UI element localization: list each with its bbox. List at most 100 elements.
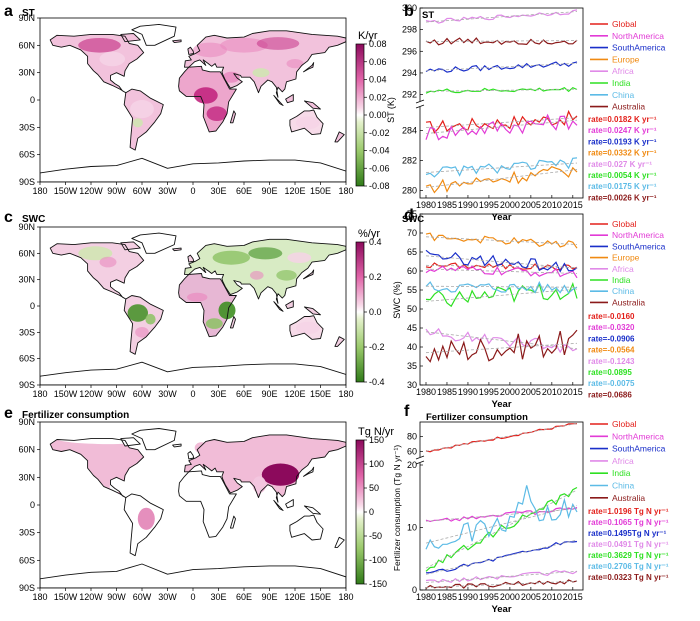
map-patch xyxy=(218,301,236,320)
coastline-nz xyxy=(334,536,345,548)
map-patch xyxy=(212,250,250,265)
map-lon-label: 30W xyxy=(158,592,177,602)
rate-label-Europe: rate=-0.0564 xyxy=(588,346,635,355)
map-patch xyxy=(99,51,126,67)
coastline-newguinea xyxy=(303,306,321,316)
trend-line-Australia xyxy=(425,580,578,588)
x-tick-label: 2000 xyxy=(500,592,520,602)
map-lon-label: 180 xyxy=(32,592,47,602)
map-patch xyxy=(187,292,208,302)
trend-line-Africa xyxy=(425,570,578,583)
map-lon-label: 90E xyxy=(261,592,277,602)
y-tick-label: 80 xyxy=(407,432,417,442)
trend-line-Australia xyxy=(425,342,578,354)
legend-label-Australia: Australia xyxy=(612,102,645,112)
map-lon-label: 150E xyxy=(310,592,331,602)
land-fill-newguinea xyxy=(304,505,321,515)
x-tick-label: 2010 xyxy=(542,592,562,602)
legend-label-SouthAmerica: SouthAmerica xyxy=(612,43,666,53)
map-lon-label: 60E xyxy=(236,592,252,602)
x-tick-label: 1990 xyxy=(458,200,478,210)
trend-line-Europe xyxy=(425,169,578,188)
land-fill-africa xyxy=(178,273,237,337)
trend-line-Europe xyxy=(425,236,578,245)
trend-line-India xyxy=(425,88,578,92)
coastline-uk xyxy=(187,451,195,460)
coastline-nz xyxy=(334,336,345,347)
colorbar-tick-label: 150 xyxy=(369,435,384,445)
map-fertilizer: 180 150W 120W 90W 60W 30W 0 30E 60E 90E 120E 150E 18… xyxy=(18,417,353,602)
map-lon-label: 120W xyxy=(79,389,103,399)
legend-label-NorthAmerica: NorthAmerica xyxy=(612,431,664,441)
colorbar-fertilizer: 150 100 50 0 -50 -100 -150 Tg N/yr xyxy=(355,426,394,589)
rate-label-SouthAmerica: rate=-0.0906 xyxy=(588,334,635,343)
series-line-India xyxy=(425,282,578,308)
coastline-borneo xyxy=(285,300,294,310)
map-patch xyxy=(127,304,148,322)
rate-label-Global: rate=-0.0160 xyxy=(588,312,635,321)
colorbar-scale xyxy=(355,241,365,383)
colorbar-tick-label: -0.06 xyxy=(369,163,390,173)
land-fill-greenland xyxy=(131,233,176,254)
x-tick-label: 1990 xyxy=(458,387,478,397)
colorbar-tick-label: 50 xyxy=(369,483,379,493)
map-lat-label: 60S xyxy=(19,354,35,364)
y-tick-label: 65 xyxy=(407,247,417,257)
coastline-iceland xyxy=(172,443,182,448)
colorbar-tick-label: -0.02 xyxy=(369,128,390,138)
y-tick-label: 292 xyxy=(402,90,417,100)
series-line-Australia xyxy=(425,329,578,363)
legend-label-NorthAmerica: NorthAmerica xyxy=(612,230,664,240)
map-lon-label: 180 xyxy=(338,389,353,399)
x-tick-label: 2015 xyxy=(563,387,583,397)
map-patch xyxy=(78,246,113,261)
trend-line-SouthAmerica xyxy=(425,255,578,269)
x-tick-label: 1985 xyxy=(437,200,457,210)
rate-label-SouthAmerica: rate=0.0193 K yr⁻¹ xyxy=(588,137,657,146)
map-lon-label: 180 xyxy=(32,186,47,196)
rate-label-NorthAmerica: rate=0.0247 K yr⁻¹ xyxy=(588,126,657,135)
colorbar-tick-label: -0.08 xyxy=(369,181,390,191)
map-lon-label: 60W xyxy=(133,389,152,399)
x-tick-label: 1980 xyxy=(416,200,436,210)
map-lat-label: 90S xyxy=(19,583,35,593)
series-line-Africa xyxy=(425,9,578,24)
panel-letter-f: f xyxy=(404,403,410,420)
land-fill-uk xyxy=(187,255,194,263)
map-lon-label: 180 xyxy=(338,592,353,602)
chart-fertilizer-timeseries: 60 80 0 10 20 1980 1985 1990 1995 2000 2005 2010 201… xyxy=(392,412,669,615)
map-lon-label: 30E xyxy=(210,186,226,196)
x-tick-label: 2010 xyxy=(542,387,562,397)
map-e-title: Fertilizer consumption xyxy=(22,410,129,421)
map-lon-label: 60E xyxy=(236,186,252,196)
land-fill-nz xyxy=(334,131,345,142)
map-lon-label: 120E xyxy=(284,389,305,399)
colorbar-scale xyxy=(355,43,365,187)
legend-label-China: China xyxy=(612,90,634,100)
map-lon-label: 0 xyxy=(190,592,195,602)
colorbar-tick-label: -150 xyxy=(369,579,387,589)
land-fill-borneo xyxy=(285,300,294,309)
legend-label-SouthAmerica: SouthAmerica xyxy=(612,241,666,251)
trend-line-China xyxy=(425,505,578,544)
chart-title: SWC xyxy=(402,214,424,225)
colorbar-tick-label: 0.0 xyxy=(369,307,382,317)
map-patch xyxy=(109,481,124,493)
coastline-australia xyxy=(289,109,324,136)
land-fill-australia xyxy=(289,515,324,540)
map-patch xyxy=(132,118,143,128)
map-patch xyxy=(137,507,155,530)
legend-label-India: India xyxy=(612,275,631,285)
coastline-greenland xyxy=(131,428,177,451)
land-fill-newguinea xyxy=(304,100,321,110)
map-lat-label: 60S xyxy=(19,555,35,565)
y-tick-label: 45 xyxy=(407,323,417,333)
coastline-baffin xyxy=(120,241,141,251)
legend-label-Africa: Africa xyxy=(612,456,634,466)
y-tick-label: 30 xyxy=(407,380,417,390)
map-lon-label: 90W xyxy=(107,186,126,196)
legend-label-Africa: Africa xyxy=(612,66,634,76)
map-patch xyxy=(145,313,156,325)
colorbar-tick-label: 0.04 xyxy=(369,75,387,85)
